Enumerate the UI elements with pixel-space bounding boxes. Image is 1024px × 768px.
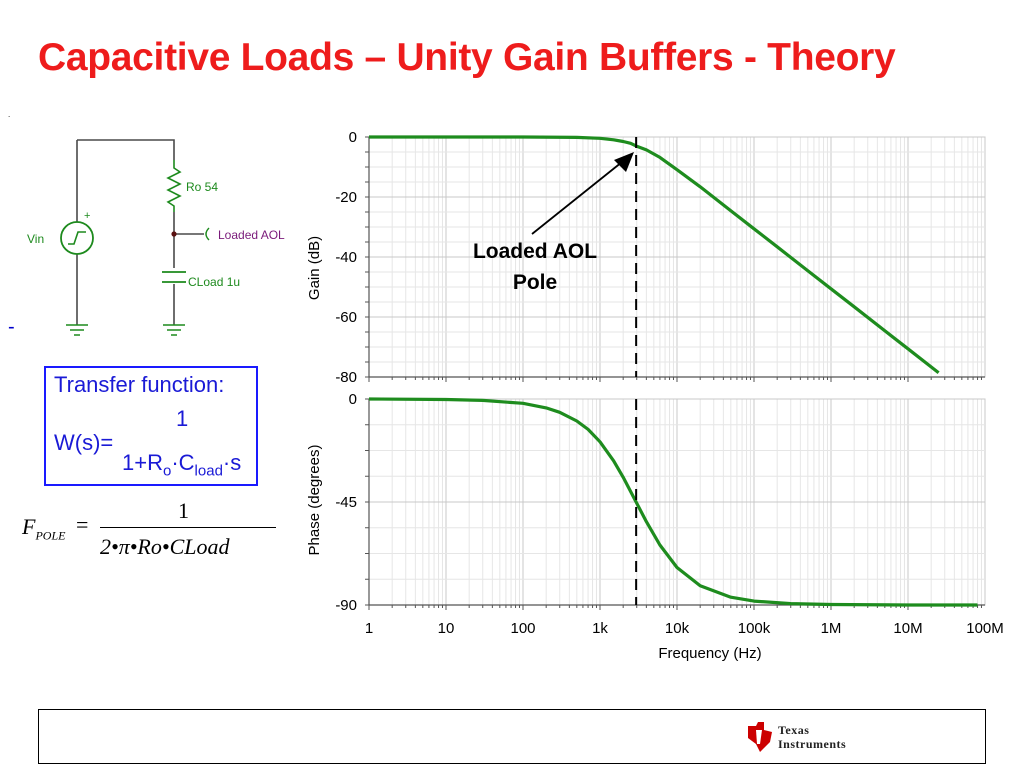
gain-y-tick-label: -80 (335, 369, 357, 386)
phase-series-line (368, 397, 978, 607)
fpole-lhs: FPOLE (22, 514, 65, 543)
phase-axis-label: Phase (degrees) (306, 445, 323, 556)
x-tick-label: 1M (821, 620, 842, 637)
resistor-label: Ro 54 (186, 180, 218, 194)
gain-y-tick-label: -20 (335, 189, 357, 206)
phase-y-tick-label: -90 (335, 597, 357, 614)
phase-panel: 0 -45 -90 (335, 391, 986, 614)
tf-den-a: 1+R (122, 450, 163, 475)
x-tick-label: 1 (365, 620, 373, 637)
fpole-lhs-sub: POLE (35, 528, 66, 543)
wire-top (77, 139, 175, 160)
node-label: Loaded AOL (218, 228, 285, 242)
annotation-arrowhead (614, 152, 634, 172)
annotation-line2: Pole (513, 271, 557, 294)
footer-bar (38, 709, 986, 764)
tf-den-c: ·s (222, 450, 242, 475)
tf-numerator: 1 (176, 406, 189, 431)
tf-den-load: load (194, 462, 223, 480)
x-tick-label: 100M (966, 620, 1004, 637)
ground-symbol-left (66, 324, 88, 336)
phase-y-tick-label: 0 (349, 391, 357, 408)
x-tick-label: 1k (592, 620, 608, 637)
voltage-source-symbol (60, 221, 94, 255)
ground-symbol-right (163, 324, 185, 336)
tf-denominator: 1+Ro·Cload·s (122, 450, 241, 479)
fpole-numerator: 1 (178, 498, 189, 523)
bode-plot: 0-20-40-60-80 0-45-90 1 10 100 1k 10k 100k 1M 1… (306, 129, 1004, 662)
gain-y-tick-label: -40 (335, 249, 357, 266)
gain-series-line (369, 135, 940, 375)
capacitor-symbol (162, 271, 186, 283)
resistor-symbol (166, 160, 182, 212)
circuit-schematic: Vin + Ro 54 Loaded AOL CLoad 1u (27, 139, 285, 336)
fpole-lhs-f: F (22, 514, 36, 539)
tf-den-o: o (162, 462, 172, 480)
fpole-fraction-bar (100, 527, 276, 528)
brand-line1: Texas (778, 723, 810, 737)
fpole-equals: = (76, 512, 89, 537)
page-title: Capacitive Loads – Unity Gain Buffers - … (38, 36, 896, 79)
x-tick-label: 100 (510, 620, 535, 637)
source-label: Vin (27, 232, 44, 246)
fpole-formula: FPOLE = 1 2•π•Ro•CLoad (20, 498, 300, 568)
tf-lhs: W(s)= (54, 430, 114, 455)
x-tick-label: 10 (438, 620, 455, 637)
capacitor-label: CLoad 1u (188, 275, 240, 289)
node-terminal (205, 227, 210, 241)
source-plus-label: + (84, 210, 90, 222)
brand-line2: Instruments (778, 737, 847, 751)
annotation-arrow-line (531, 161, 623, 235)
side-mark: - (8, 316, 15, 338)
frequency-axis-label: Frequency (Hz) (658, 645, 761, 662)
gain-panel: 0 -20 -40 -60 -80 (335, 129, 986, 386)
frequency-axis: 1 10 100 1k 10k 100k 1M 10M 100M (365, 620, 1004, 637)
gain-y-tick-label: 0 (349, 129, 357, 146)
tf-den-b: ·C (171, 450, 195, 475)
annotation-line1: Loaded AOL (473, 240, 597, 263)
phase-y-tick-label: -45 (335, 494, 357, 511)
x-tick-label: 10M (893, 620, 922, 637)
fpole-denominator: 2•π•Ro•CLoad (100, 534, 230, 559)
tf-heading: Transfer function: (54, 372, 225, 397)
node-dot (171, 231, 177, 237)
texas-instruments-logo-icon (748, 722, 772, 752)
gain-axis-label: Gain (dB) (306, 236, 323, 300)
pole-annotation: Loaded AOL Pole (473, 152, 634, 294)
x-tick-label: 10k (665, 620, 690, 637)
transfer-function-box: Transfer function: 1 W(s)= 1+Ro·Cload·s (44, 366, 258, 486)
x-tick-label: 100k (738, 620, 771, 637)
gain-y-tick-label: -60 (335, 309, 357, 326)
small-mark: . (8, 110, 11, 119)
